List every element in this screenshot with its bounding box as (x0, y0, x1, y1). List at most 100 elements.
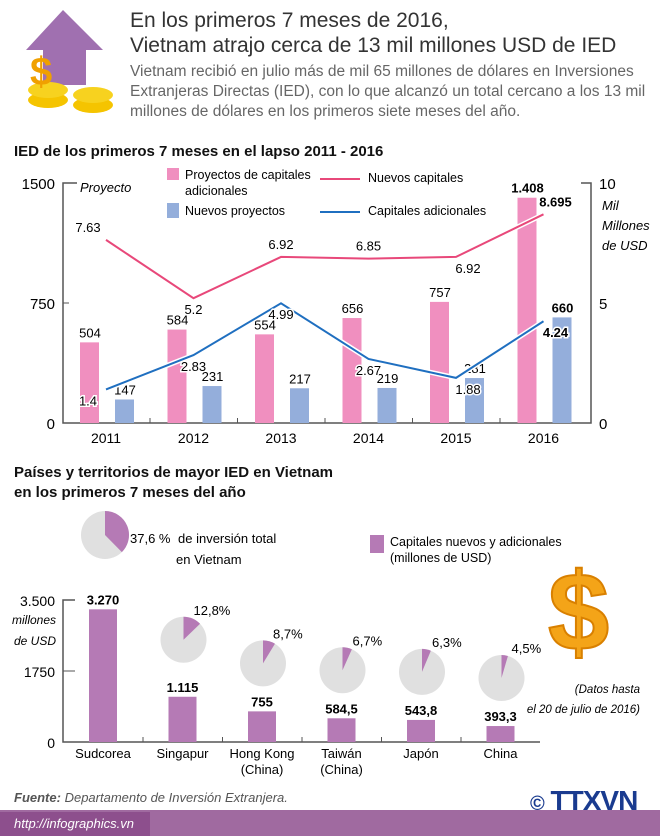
pie-slice (183, 616, 201, 640)
line-label: 6.92 (268, 237, 293, 252)
subtitle: Vietnam recibió en julio más de mil 65 m… (130, 63, 646, 120)
line-capitales-adicionales (105, 302, 545, 391)
svg-text:$: $ (30, 50, 52, 94)
share-label: 4,5% (512, 641, 542, 656)
bar-label: 584,5 (325, 701, 358, 716)
bar-label: 1.115 (167, 680, 199, 695)
bar-label: 393,3 (484, 709, 517, 724)
bar-label: 504 (79, 325, 101, 340)
bar-label: 1.408 (511, 181, 544, 196)
legend-label: (millones de USD) (390, 551, 491, 565)
bar-nuevos-proyectos (202, 386, 222, 423)
bar (407, 719, 435, 742)
bar (89, 609, 117, 742)
y-tick-right: 0 (599, 416, 607, 433)
bar-label: 543,8 (405, 703, 438, 718)
y-tick-right: 10 (599, 176, 616, 193)
x-tick: Singapur (156, 746, 209, 761)
pie-bg (319, 647, 366, 694)
bar (168, 696, 197, 742)
chart2: 0 1750 3.500 millones de USD 3.270 Sudcorea 37,… (12, 511, 640, 777)
x-tick: (China) (320, 762, 363, 777)
share-label: 6,3% (432, 635, 462, 650)
line-halo (104, 212, 545, 302)
axes (62, 182, 592, 424)
x-tick: China (484, 746, 519, 761)
x-tick: 2012 (178, 430, 209, 446)
bar-label: 3.270 (87, 592, 120, 607)
y-label-right: Millones (602, 218, 650, 233)
bar-nuevos-proyectos (290, 388, 309, 423)
share-note: en Vietnam (176, 552, 242, 567)
x-tick: Sudcorea (75, 746, 131, 761)
bar-label: 217 (289, 371, 311, 386)
ttxvn-logo: © TTXVN (530, 785, 638, 816)
line-label: 1.88 (455, 382, 480, 397)
line-label: 8.695 (539, 194, 572, 209)
bar-nuevos-proyectos (552, 317, 572, 423)
line-label: 4.99 (268, 307, 293, 322)
bar-label: 755 (251, 694, 273, 709)
legend-label: Proyectos de capitales (185, 168, 311, 182)
x-tick: 2013 (265, 430, 296, 446)
bar (327, 718, 356, 742)
x-tick: Japón (403, 746, 438, 761)
x-tick: 2016 (528, 430, 559, 446)
line-nuevos-capitales (105, 213, 544, 300)
x-tick: 2011 (91, 430, 121, 446)
x-tick: Taiwán (321, 746, 361, 761)
coins-arrow-icon: $ (26, 10, 113, 113)
share-note: de inversión total (178, 531, 276, 546)
legend-label: Nuevos proyectos (185, 204, 285, 218)
y-tick: 0 (47, 735, 55, 751)
bar-nuevos-proyectos (377, 387, 397, 423)
y-tick-left: 1500 (22, 176, 55, 193)
y-tick: 1750 (24, 664, 55, 680)
legend-label: adicionales (185, 184, 248, 198)
y-label: millones (12, 613, 56, 627)
line-label: 6.92 (455, 261, 480, 276)
dollar-icon: $ (548, 551, 609, 674)
bar-label: 584 (167, 313, 189, 328)
bar-label: 219 (377, 371, 399, 386)
legend-swatch (370, 535, 384, 553)
share-label: 6,7% (353, 633, 383, 648)
note: el 20 de julio de 2016) (527, 704, 640, 716)
line-label: 4.24 (543, 325, 569, 340)
url-link[interactable]: http://infographics.vn (0, 812, 150, 836)
y-label: de USD (14, 634, 56, 648)
bar-label: 554 (254, 317, 276, 332)
axes (62, 599, 540, 743)
y-label-right: de USD (602, 238, 648, 253)
bar-nuevos-proyectos (465, 378, 484, 423)
note: (Datos hasta (575, 684, 640, 696)
line-label: 2.67 (356, 363, 381, 378)
y-tick-left: 750 (30, 296, 55, 313)
pie-slice (263, 640, 275, 664)
y-label-right: Mil (602, 198, 620, 213)
line-label: 1.4 (79, 393, 97, 408)
bar (486, 726, 515, 742)
share-label: 8,7% (273, 626, 303, 641)
x-tick: 2015 (440, 430, 471, 446)
bar (248, 711, 276, 742)
bar-proyectos-adicionales (80, 342, 99, 423)
x-tick: 2014 (353, 430, 384, 446)
line-label: 6.85 (356, 239, 381, 254)
line-label: 5.2 (184, 302, 202, 317)
chart1-title: IED de los primeros 7 meses en el lapso … (14, 143, 384, 160)
y-tick-right: 5 (599, 296, 607, 313)
bar-label: 231 (202, 369, 224, 384)
legend-swatch (167, 168, 179, 180)
source: Fuente: Departamento de Inversión Extran… (14, 790, 288, 805)
bar-label: 660 (552, 300, 574, 315)
bar-proyectos-adicionales (167, 329, 187, 423)
chart1: 0 750 1500 0 5 10 Proyecto Mil Millones de USD 201… (22, 168, 650, 446)
pie-bg (240, 640, 286, 687)
share-label: 37,6 % (130, 531, 171, 546)
chart2-title: Países y territorios de mayor IED en Vie… (14, 464, 334, 501)
bar-label: 757 (429, 285, 451, 300)
legend-label: Capitales nuevos y adicionales (390, 535, 562, 549)
legend-label: Nuevos capitales (368, 171, 463, 185)
x-tick: Hong Kong (229, 746, 294, 761)
